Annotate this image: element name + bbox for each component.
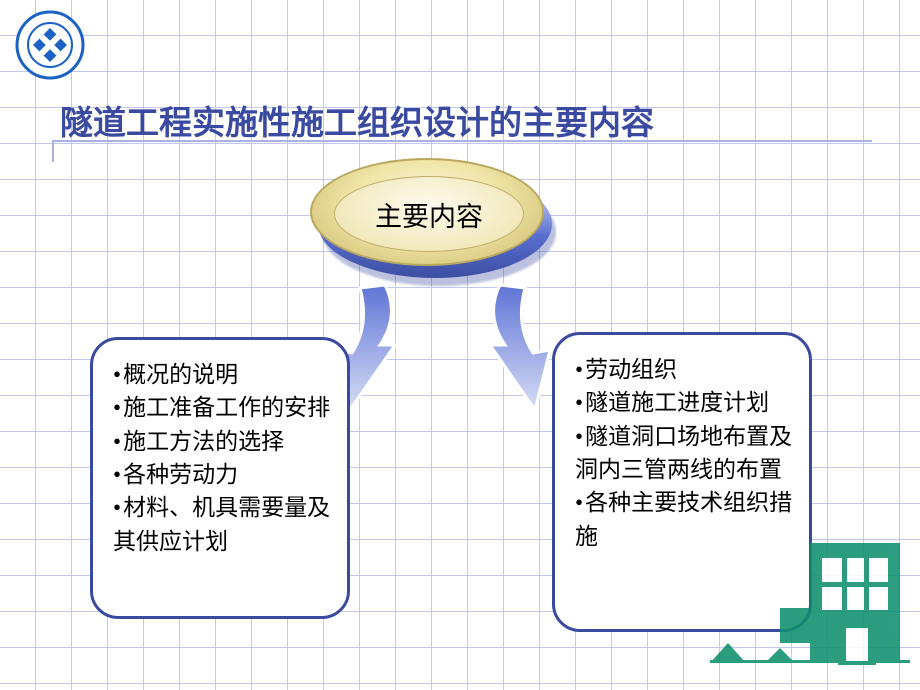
university-logo xyxy=(15,10,85,80)
list-item: 施工方法的选择 xyxy=(113,425,333,458)
badge-label: 主要内容 xyxy=(375,195,483,234)
list-item: 材料、机具需要量及其供应计划 xyxy=(113,491,333,558)
page-title: 隧道工程实施性施工组织设计的主要内容 xyxy=(60,96,654,144)
slide: 隧道工程实施性施工组织设计的主要内容 主要内容 xyxy=(0,0,920,690)
title-underline-tick xyxy=(52,140,54,162)
list-item: 劳动组织 xyxy=(575,353,795,386)
center-badge: 主要内容 xyxy=(310,158,560,288)
left-content-box: 概况的说明 施工准备工作的安排 施工方法的选择 各种劳动力 材料、机具需要量及其… xyxy=(90,337,350,619)
list-item: 各种劳动力 xyxy=(113,458,333,491)
list-item: 概况的说明 xyxy=(113,358,333,391)
list-item: 隧道洞口场地布置及洞内三管两线的布置 xyxy=(575,420,795,487)
list-item: 施工准备工作的安排 xyxy=(113,391,333,424)
list-item: 隧道施工进度计划 xyxy=(575,386,795,419)
building-icon xyxy=(710,488,910,688)
title-underline xyxy=(52,140,872,142)
